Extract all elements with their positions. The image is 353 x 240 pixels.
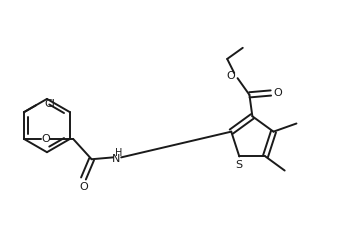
Text: O: O bbox=[79, 182, 88, 192]
Text: N: N bbox=[112, 154, 120, 164]
Text: Cl: Cl bbox=[44, 99, 55, 109]
Text: O: O bbox=[273, 88, 282, 98]
Text: H: H bbox=[115, 148, 122, 158]
Text: O: O bbox=[227, 71, 235, 81]
Text: O: O bbox=[41, 134, 50, 144]
Text: S: S bbox=[235, 160, 243, 170]
